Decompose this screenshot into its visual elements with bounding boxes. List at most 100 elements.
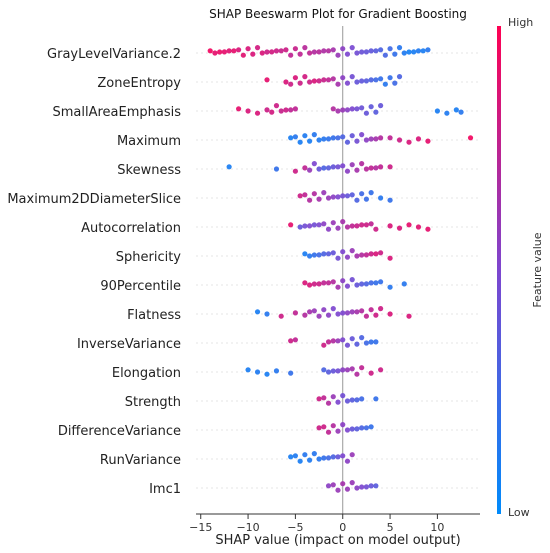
data-point — [359, 252, 365, 258]
data-point — [420, 48, 426, 54]
data-point — [316, 166, 322, 172]
data-point — [311, 281, 317, 287]
data-point — [363, 281, 369, 287]
data-point — [378, 306, 384, 312]
data-point — [335, 52, 341, 58]
data-point — [325, 312, 332, 318]
data-point — [406, 49, 412, 55]
feature-label: Maximum — [117, 134, 181, 149]
x-tick-label: 10 — [430, 521, 444, 534]
data-point — [292, 337, 298, 343]
data-point — [425, 226, 431, 232]
data-point — [307, 138, 313, 144]
data-point — [349, 45, 355, 51]
data-point — [340, 337, 346, 343]
data-point — [378, 47, 384, 53]
data-point — [368, 339, 374, 345]
data-point — [344, 342, 351, 348]
data-point — [283, 107, 289, 113]
data-point — [382, 81, 388, 87]
data-point — [363, 425, 369, 431]
data-point — [335, 311, 341, 317]
data-point — [354, 197, 360, 203]
data-point — [378, 250, 384, 256]
data-point — [321, 136, 327, 142]
data-point — [354, 397, 360, 403]
data-point — [316, 313, 322, 319]
data-point — [368, 165, 374, 171]
data-point — [311, 252, 317, 258]
data-point — [354, 426, 360, 432]
data-point — [245, 108, 251, 114]
data-point — [311, 161, 317, 167]
data-point — [368, 136, 374, 142]
data-point — [340, 107, 346, 113]
data-point — [354, 79, 360, 85]
x-tick-label: −5 — [287, 521, 303, 534]
data-point — [359, 191, 365, 197]
data-point — [311, 451, 317, 457]
data-point — [325, 483, 332, 489]
data-point — [349, 106, 355, 112]
data-point — [363, 484, 369, 490]
data-point — [302, 251, 308, 257]
data-point — [288, 370, 294, 376]
data-point — [254, 309, 261, 315]
data-point — [321, 280, 327, 286]
data-point — [302, 452, 308, 458]
data-point — [302, 312, 308, 318]
colorbar-high-label: High — [508, 16, 533, 29]
data-point — [264, 371, 270, 377]
data-point — [378, 135, 384, 141]
data-point — [292, 46, 298, 52]
data-point — [354, 223, 360, 229]
data-point — [340, 75, 346, 81]
data-point — [330, 338, 336, 344]
feature-label: InverseVariance — [77, 337, 181, 352]
data-point — [349, 248, 355, 254]
data-point — [363, 137, 369, 143]
data-point — [340, 219, 346, 225]
data-point — [363, 49, 369, 55]
data-point — [321, 395, 327, 401]
data-point — [311, 78, 317, 84]
data-point — [335, 255, 341, 261]
colorbar-low-label: Low — [508, 506, 530, 519]
data-point — [330, 106, 336, 112]
data-point — [269, 49, 275, 55]
data-point — [344, 51, 351, 57]
colorbar-gradient — [497, 26, 501, 514]
data-point — [283, 47, 289, 53]
data-point — [344, 427, 351, 433]
data-point — [264, 49, 270, 55]
data-point — [307, 282, 313, 288]
data-point — [363, 222, 369, 228]
data-point — [373, 280, 379, 286]
data-point — [349, 277, 355, 283]
data-point — [335, 454, 341, 460]
data-point — [368, 104, 374, 110]
data-point — [330, 47, 336, 53]
data-point — [288, 81, 294, 87]
data-point — [354, 485, 360, 491]
data-point — [387, 75, 393, 81]
data-point — [373, 136, 379, 142]
data-point — [231, 48, 237, 54]
data-point — [396, 225, 403, 231]
data-point — [316, 49, 322, 55]
data-point — [368, 370, 374, 376]
data-point — [321, 424, 327, 430]
data-point — [307, 253, 313, 259]
data-point — [354, 253, 360, 259]
data-point — [212, 50, 218, 56]
data-point — [321, 367, 327, 373]
data-point — [396, 137, 403, 143]
data-point — [288, 338, 294, 344]
data-point — [226, 48, 232, 54]
data-point — [387, 46, 393, 52]
data-point — [387, 311, 393, 317]
data-point — [344, 367, 351, 373]
feature-label: 90Percentile — [100, 279, 181, 294]
data-point — [330, 220, 336, 226]
data-point — [321, 221, 327, 227]
